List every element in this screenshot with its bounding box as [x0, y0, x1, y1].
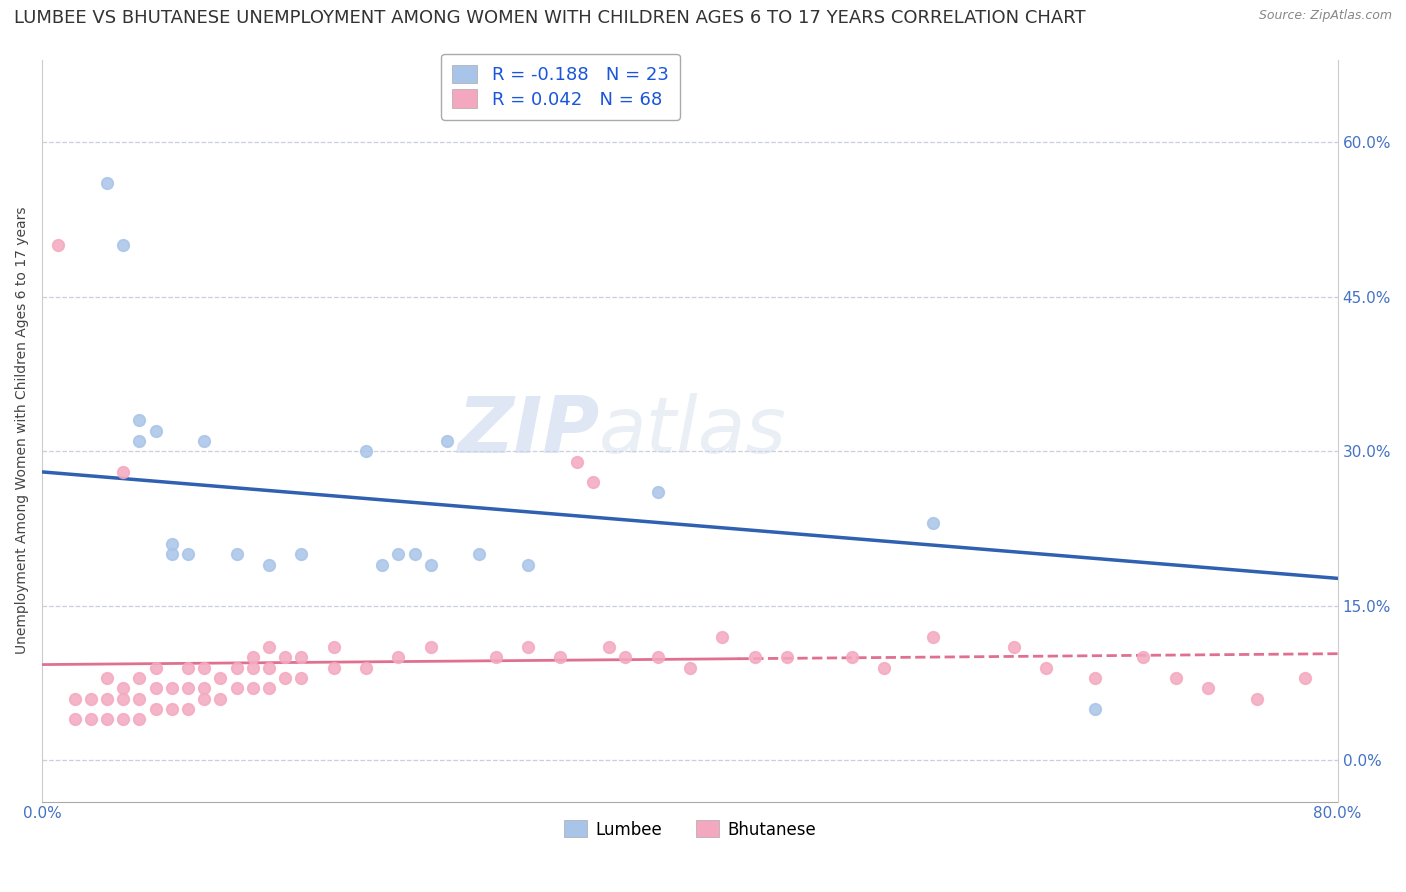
Point	[48, 238, 70, 252]
Point	[128, 671, 150, 685]
Point	[517, 558, 540, 572]
Point	[1246, 691, 1268, 706]
Point	[1002, 640, 1025, 654]
Point	[96, 671, 118, 685]
Point	[257, 558, 280, 572]
Point	[371, 558, 394, 572]
Point	[96, 691, 118, 706]
Point	[160, 702, 183, 716]
Point	[744, 650, 766, 665]
Point	[128, 712, 150, 726]
Point	[145, 424, 167, 438]
Point	[1132, 650, 1154, 665]
Point	[80, 691, 103, 706]
Point	[257, 681, 280, 696]
Point	[1084, 702, 1107, 716]
Point	[209, 671, 232, 685]
Point	[96, 176, 118, 190]
Point	[112, 238, 135, 252]
Point	[177, 681, 200, 696]
Point	[647, 650, 669, 665]
Point	[160, 681, 183, 696]
Point	[1197, 681, 1219, 696]
Point	[257, 660, 280, 674]
Point	[128, 413, 150, 427]
Point	[647, 485, 669, 500]
Point	[145, 660, 167, 674]
Point	[1294, 671, 1316, 685]
Point	[225, 547, 247, 561]
Point	[290, 671, 312, 685]
Point	[921, 516, 943, 531]
Point	[242, 681, 264, 696]
Y-axis label: Unemployment Among Women with Children Ages 6 to 17 years: Unemployment Among Women with Children A…	[15, 207, 30, 655]
Text: LUMBEE VS BHUTANESE UNEMPLOYMENT AMONG WOMEN WITH CHILDREN AGES 6 TO 17 YEARS CO: LUMBEE VS BHUTANESE UNEMPLOYMENT AMONG W…	[14, 9, 1085, 27]
Point	[354, 444, 377, 458]
Point	[921, 630, 943, 644]
Point	[582, 475, 605, 489]
Point	[193, 660, 215, 674]
Point	[322, 640, 344, 654]
Point	[1084, 671, 1107, 685]
Point	[1164, 671, 1187, 685]
Point	[63, 691, 86, 706]
Point	[614, 650, 637, 665]
Point	[96, 712, 118, 726]
Point	[419, 640, 441, 654]
Point	[598, 640, 620, 654]
Point	[193, 681, 215, 696]
Point	[112, 681, 135, 696]
Point	[419, 558, 441, 572]
Point	[550, 650, 572, 665]
Point	[354, 660, 377, 674]
Point	[274, 650, 297, 665]
Point	[193, 434, 215, 448]
Point	[160, 537, 183, 551]
Point	[484, 650, 506, 665]
Point	[387, 650, 409, 665]
Point	[242, 660, 264, 674]
Point	[242, 650, 264, 665]
Point	[776, 650, 799, 665]
Point	[517, 640, 540, 654]
Point	[177, 702, 200, 716]
Point	[177, 660, 200, 674]
Point	[387, 547, 409, 561]
Point	[679, 660, 702, 674]
Text: atlas: atlas	[599, 392, 787, 468]
Point	[112, 691, 135, 706]
Point	[841, 650, 863, 665]
Point	[63, 712, 86, 726]
Point	[160, 547, 183, 561]
Point	[177, 547, 200, 561]
Point	[873, 660, 896, 674]
Point	[145, 702, 167, 716]
Point	[225, 660, 247, 674]
Point	[225, 681, 247, 696]
Point	[145, 681, 167, 696]
Point	[209, 691, 232, 706]
Point	[193, 691, 215, 706]
Point	[468, 547, 491, 561]
Point	[565, 454, 588, 468]
Point	[290, 547, 312, 561]
Legend: Lumbee, Bhutanese: Lumbee, Bhutanese	[557, 814, 823, 846]
Point	[80, 712, 103, 726]
Point	[322, 660, 344, 674]
Text: Source: ZipAtlas.com: Source: ZipAtlas.com	[1258, 9, 1392, 22]
Point	[290, 650, 312, 665]
Point	[274, 671, 297, 685]
Point	[112, 465, 135, 479]
Point	[257, 640, 280, 654]
Point	[112, 712, 135, 726]
Point	[1035, 660, 1057, 674]
Point	[711, 630, 734, 644]
Point	[128, 434, 150, 448]
Point	[128, 691, 150, 706]
Point	[436, 434, 458, 448]
Point	[404, 547, 426, 561]
Text: ZIP: ZIP	[457, 392, 599, 468]
